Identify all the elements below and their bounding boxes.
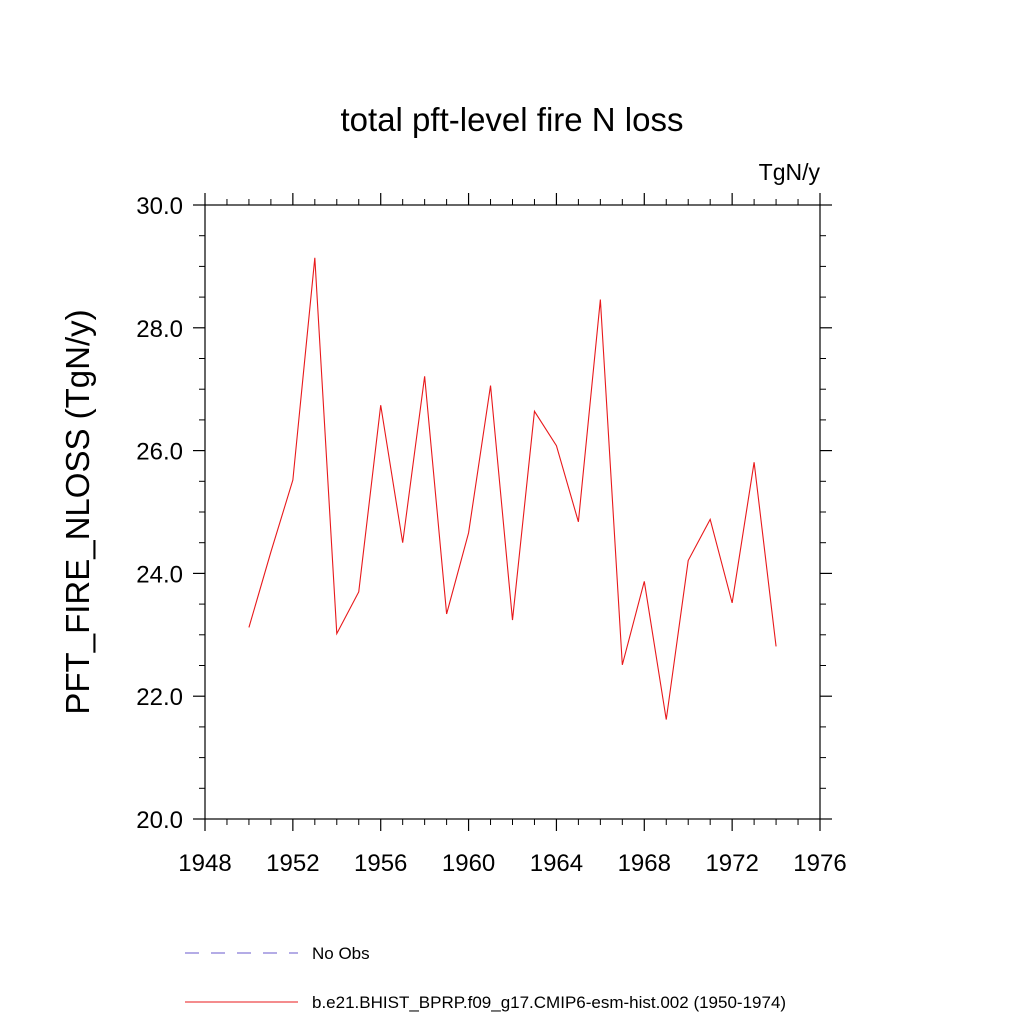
x-tick-label: 1960 (442, 850, 495, 877)
y-tick-label: 24.0 (136, 561, 183, 588)
chart-title: total pft-level fire N loss (341, 101, 684, 138)
y-axis-label: PFT_FIRE_NLOSS (TgN/y) (59, 309, 96, 714)
x-tick-label: 1956 (354, 850, 407, 877)
axis-ticks (193, 193, 832, 831)
plot-frame (204, 204, 821, 820)
legend-label-0: No Obs (312, 944, 370, 963)
units-label: TgN/y (759, 159, 821, 185)
x-tick-label: 1964 (530, 850, 583, 877)
legend-label-1: b.e21.BHIST_BPRP.f09_g17.CMIP6-esm-hist.… (312, 993, 786, 1012)
y-tick-label: 28.0 (136, 316, 183, 343)
x-tick-label: 1952 (266, 850, 319, 877)
axis-tick-labels: 1948 1952 1956 1960 1964 1968 1972 1976 20.0 22.0… (136, 193, 846, 877)
y-tick-label: 30.0 (136, 193, 183, 220)
series-layer (248, 257, 777, 720)
y-tick-label: 26.0 (136, 439, 183, 466)
series-line-1 (248, 257, 777, 720)
y-tick-label: 20.0 (136, 807, 183, 834)
x-tick-label: 1972 (705, 850, 758, 877)
x-tick-label: 1948 (178, 850, 231, 877)
x-tick-label: 1976 (793, 850, 846, 877)
y-tick-label: 22.0 (136, 684, 183, 711)
x-tick-label: 1968 (618, 850, 671, 877)
legend: No Obs b.e21.BHIST_BPRP.f09_g17.CMIP6-esm… (185, 944, 786, 1012)
